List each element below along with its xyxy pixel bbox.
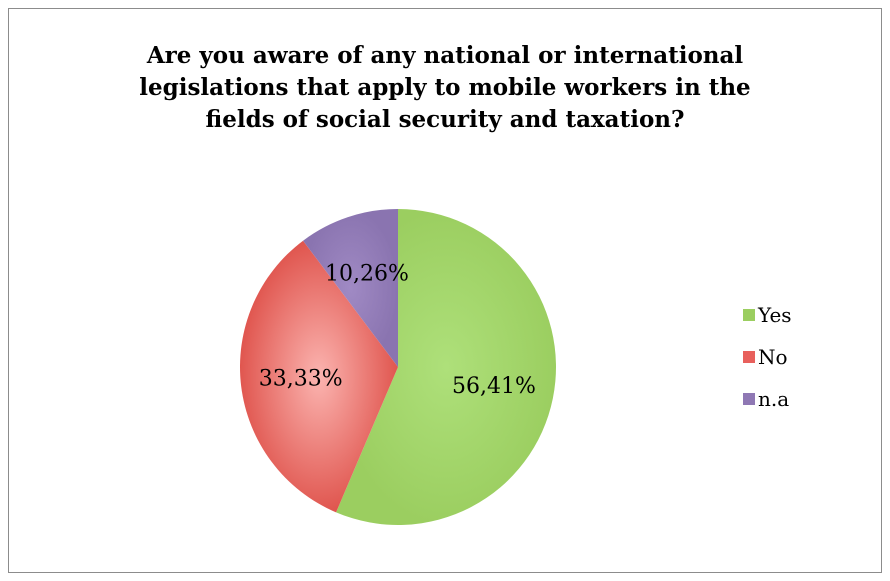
data-label-yes: 56,41% [452, 374, 536, 399]
legend-swatch-na [743, 393, 755, 405]
legend-item-no: No [743, 345, 792, 369]
chart-title-line-1: Are you aware of any national or interna… [146, 42, 744, 69]
data-label-na: 10,26% [325, 262, 409, 287]
legend-label-no: No [758, 345, 788, 369]
pie-slice-no [239, 240, 398, 513]
data-label-no: 33,33% [259, 366, 343, 391]
legend-label-yes: Yes [758, 303, 792, 327]
pie-slice-na [303, 209, 398, 367]
chart-title: Are you aware of any national or interna… [0, 40, 890, 136]
legend-item-yes: Yes [743, 303, 792, 327]
legend-swatch-no [743, 351, 755, 363]
legend-item-na: n.a [743, 387, 792, 411]
legend-label-na: n.a [758, 387, 790, 411]
chart-title-line-3: fields of social security and taxation? [205, 106, 685, 133]
legend: Yes No n.a [743, 303, 792, 431]
pie-slice-yes [336, 209, 557, 525]
chart-title-line-2: legislations that apply to mobile worker… [139, 74, 751, 101]
legend-swatch-yes [743, 309, 755, 321]
